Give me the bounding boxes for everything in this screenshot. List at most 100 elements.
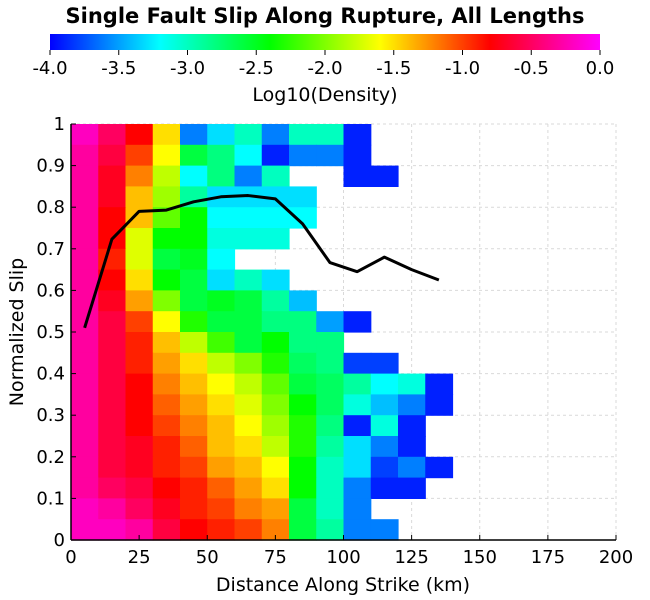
heatmap-cell: [125, 415, 154, 437]
heatmap-cell: [398, 373, 426, 395]
heatmap-cell: [152, 394, 181, 416]
heatmap-cell: [343, 373, 372, 395]
heatmap-cell: [71, 498, 99, 520]
heatmap-cell: [261, 352, 290, 375]
heatmap-cell: [71, 248, 99, 271]
heatmap-cell: [152, 332, 181, 354]
heatmap-cell: [125, 165, 154, 187]
heatmap-cell: [125, 352, 154, 375]
y-tick-label: 1: [54, 114, 65, 135]
heatmap-cell: [289, 352, 317, 375]
heatmap-cell: [98, 373, 127, 395]
y-tick-label: 0.7: [36, 239, 65, 260]
heatmap-cell: [152, 415, 181, 437]
heatmap-cell: [234, 228, 263, 250]
colorbar-tick-label: -2.5: [239, 58, 274, 79]
x-tick-label: 175: [531, 547, 565, 568]
heatmap-cell: [261, 519, 290, 541]
heatmap-cell: [98, 415, 127, 437]
heatmap-cell: [180, 269, 208, 291]
heatmap-cell: [152, 144, 181, 167]
colorbar-tick-label: -0.5: [514, 58, 549, 79]
heatmap-cell: [343, 165, 372, 187]
heatmap-cell: [234, 332, 263, 354]
heatmap-cell: [125, 394, 154, 416]
heatmap-cell: [152, 456, 181, 479]
colorbar-label: Log10(Density): [252, 84, 397, 106]
heatmap-cell: [71, 228, 99, 250]
heatmap-cell: [343, 311, 372, 333]
heatmap-cell: [180, 248, 208, 271]
heatmap-cell: [98, 436, 127, 458]
x-tick-label: 50: [196, 547, 219, 568]
y-axis-label: Normalized Slip: [6, 258, 28, 406]
heatmap-cell: [180, 415, 208, 437]
y-tick-label: 0.2: [36, 447, 65, 468]
colorbar-tick-label: -3.5: [101, 58, 136, 79]
heatmap-cell: [316, 332, 345, 354]
heatmap-cell: [71, 165, 99, 187]
heatmap-cell: [316, 519, 345, 541]
heatmap-cell: [398, 394, 426, 416]
heatmap-cell: [289, 394, 317, 416]
heatmap-cell: [180, 477, 208, 499]
heatmap-cell: [370, 394, 399, 416]
colorbar-ticks: -4.0 -3.5 -3.0 -2.5 -2.0 -1.5 -1.0 -0.5 0.0: [32, 50, 614, 79]
heatmap-cell: [261, 332, 290, 354]
y-tick-label: 0.6: [36, 280, 65, 301]
heatmap-cell: [98, 186, 127, 208]
heatmap-cell: [152, 124, 181, 146]
x-tick-label: 200: [599, 547, 633, 568]
heatmap-cell: [289, 477, 317, 499]
colorbar-tick-label: -1.5: [376, 58, 411, 79]
heatmap-cell: [261, 311, 290, 333]
heatmap-cell: [98, 269, 127, 291]
heatmap-cell: [261, 394, 290, 416]
x-tick-label: 75: [264, 547, 287, 568]
heatmap-cell: [261, 186, 290, 208]
heatmap-cell: [152, 373, 181, 395]
heatmap-cell: [207, 332, 236, 354]
heatmap-cell: [316, 394, 345, 416]
heatmap-cell: [180, 373, 208, 395]
heatmap-cell: [207, 311, 236, 333]
heatmap-cell: [152, 352, 181, 375]
heatmap-cell: [125, 248, 154, 271]
heatmap-cell: [152, 269, 181, 291]
colorbar-tick-label: -2.0: [307, 58, 342, 79]
heatmap-cell: [343, 498, 372, 520]
heatmap-cell: [125, 269, 154, 291]
heatmap-cell: [234, 311, 263, 333]
heatmap-cell: [398, 477, 426, 499]
heatmap-cell: [180, 228, 208, 250]
heatmap-cell: [343, 144, 372, 167]
heatmap-cell: [98, 456, 127, 479]
heatmap-cell: [207, 124, 236, 146]
colorbar-tick-label: -4.0: [32, 58, 67, 79]
heatmap-cell: [234, 394, 263, 416]
heatmap-cell: [71, 456, 99, 479]
heatmap-cell: [71, 144, 99, 167]
heatmap-cell: [261, 144, 290, 167]
heatmap-cell: [234, 269, 263, 291]
colorbar-tick-label: 0.0: [586, 58, 615, 79]
heatmap-cell: [98, 144, 127, 167]
heatmap-cell: [261, 436, 290, 458]
heatmap-cell: [71, 124, 99, 146]
heatmap-cell: [180, 394, 208, 416]
heatmap-cell: [125, 124, 154, 146]
y-tick-label: 0.1: [36, 488, 65, 509]
heatmap-cell: [71, 436, 99, 458]
heatmap-cell: [316, 456, 345, 479]
heatmap-cell: [398, 456, 426, 479]
heatmap-cell: [316, 144, 345, 167]
heatmap-cell: [234, 373, 263, 395]
heatmap-cell: [207, 228, 236, 250]
heatmap-cell: [98, 207, 127, 229]
heatmap-cell: [370, 352, 399, 375]
x-tick-label: 100: [326, 547, 360, 568]
x-tick-label: 125: [394, 547, 428, 568]
heatmap-cell: [152, 186, 181, 208]
heatmap-cell: [152, 228, 181, 250]
